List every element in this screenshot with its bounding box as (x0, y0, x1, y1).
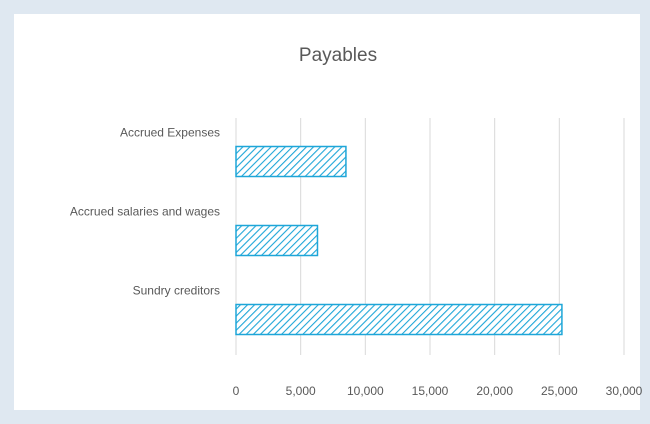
bar (235, 145, 347, 178)
y-tick-label: Accrued salaries and wages (70, 205, 220, 219)
bar (235, 303, 563, 336)
chart-area (14, 14, 640, 410)
y-tick-label: Sundry creditors (133, 284, 220, 298)
x-tick-label: 0 (233, 384, 240, 398)
y-tick-label: Accrued Expenses (120, 126, 220, 140)
x-tick-label: 25,000 (541, 384, 578, 398)
x-tick-label: 10,000 (347, 384, 384, 398)
chart-title: Payables (299, 45, 377, 66)
bar (235, 224, 319, 257)
x-tick-label: 30,000 (606, 384, 643, 398)
x-tick-label: 15,000 (412, 384, 449, 398)
x-tick-label: 20,000 (476, 384, 513, 398)
x-tick-label: 5,000 (286, 384, 316, 398)
